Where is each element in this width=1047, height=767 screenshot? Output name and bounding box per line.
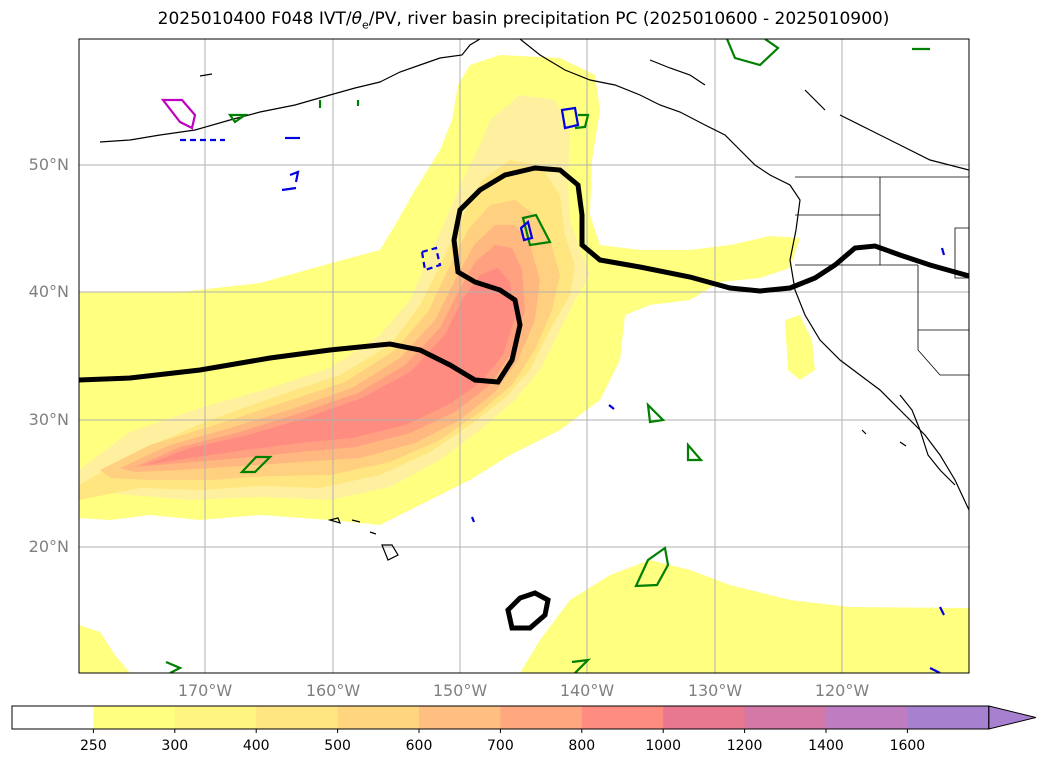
title-sub: e (362, 18, 369, 32)
colorbar-extend-arrow (988, 705, 1036, 730)
colorbar-cell (337, 706, 420, 729)
colorbar-cell (826, 706, 908, 729)
colorbar-tick-label: 1200 (726, 738, 763, 754)
lon-label-150w: 150°W (432, 681, 488, 700)
colorbar-cell (174, 706, 257, 729)
precip-blue-contours (180, 106, 946, 673)
colorbar-tick-label: 700 (487, 738, 514, 754)
lon-label-170w: 170°W (177, 681, 233, 700)
colorbar-cell (256, 706, 339, 729)
lat-label-20: 20°N (28, 537, 69, 556)
lon-label-120w: 120°W (814, 681, 870, 700)
colorbar-cell (12, 706, 94, 729)
colorbar-cell (93, 706, 176, 729)
colorbar-cell (744, 706, 827, 729)
colorbar-tick-label: 250 (80, 738, 107, 754)
title-theta: θ (351, 9, 362, 29)
precip-magenta-contours (160, 98, 197, 130)
precip-green-contours (165, 39, 930, 673)
lat-label-50: 50°N (28, 155, 69, 174)
coastlines (99, 39, 969, 511)
colorbar-cell (663, 706, 746, 729)
colorbar-tick-label: 1400 (808, 738, 844, 754)
map-frame (78, 38, 970, 674)
islands (199, 73, 907, 561)
map-title: 2025010400 F048 IVT/θe/PV, river basin p… (0, 9, 1047, 31)
colorbar-tick-label: 300 (161, 738, 189, 754)
lat-label-40: 40°N (28, 282, 69, 301)
colorbar-tick-label: 600 (405, 738, 433, 754)
lon-label-140w: 140°W (559, 681, 615, 700)
title-rest: /PV, river basin precipitation PC (20250… (368, 9, 890, 29)
pv-contour (79, 165, 969, 631)
colorbar-tick-label: 1600 (889, 738, 926, 754)
colorbar-cell (419, 706, 501, 729)
lon-label-160w: 160°W (305, 681, 361, 700)
map-panel (78, 38, 970, 674)
colorbar-tick-label: 1000 (645, 738, 682, 754)
colorbar-tick-label: 500 (324, 738, 351, 754)
colorbar-cell (581, 706, 664, 729)
title-main: 2025010400 F048 IVT/ (157, 9, 352, 29)
ivt-shading (79, 55, 969, 673)
colorbar (11, 705, 1036, 733)
colorbar-tick-label: 800 (568, 738, 596, 754)
lon-label-130w: 130°W (687, 681, 743, 700)
colorbar-cell (907, 706, 990, 729)
state-borders (795, 176, 969, 376)
colorbar-cell (500, 706, 583, 729)
colorbar-tick-label: 400 (242, 738, 270, 754)
graticule (79, 39, 969, 673)
lat-label-30: 30°N (28, 410, 69, 429)
